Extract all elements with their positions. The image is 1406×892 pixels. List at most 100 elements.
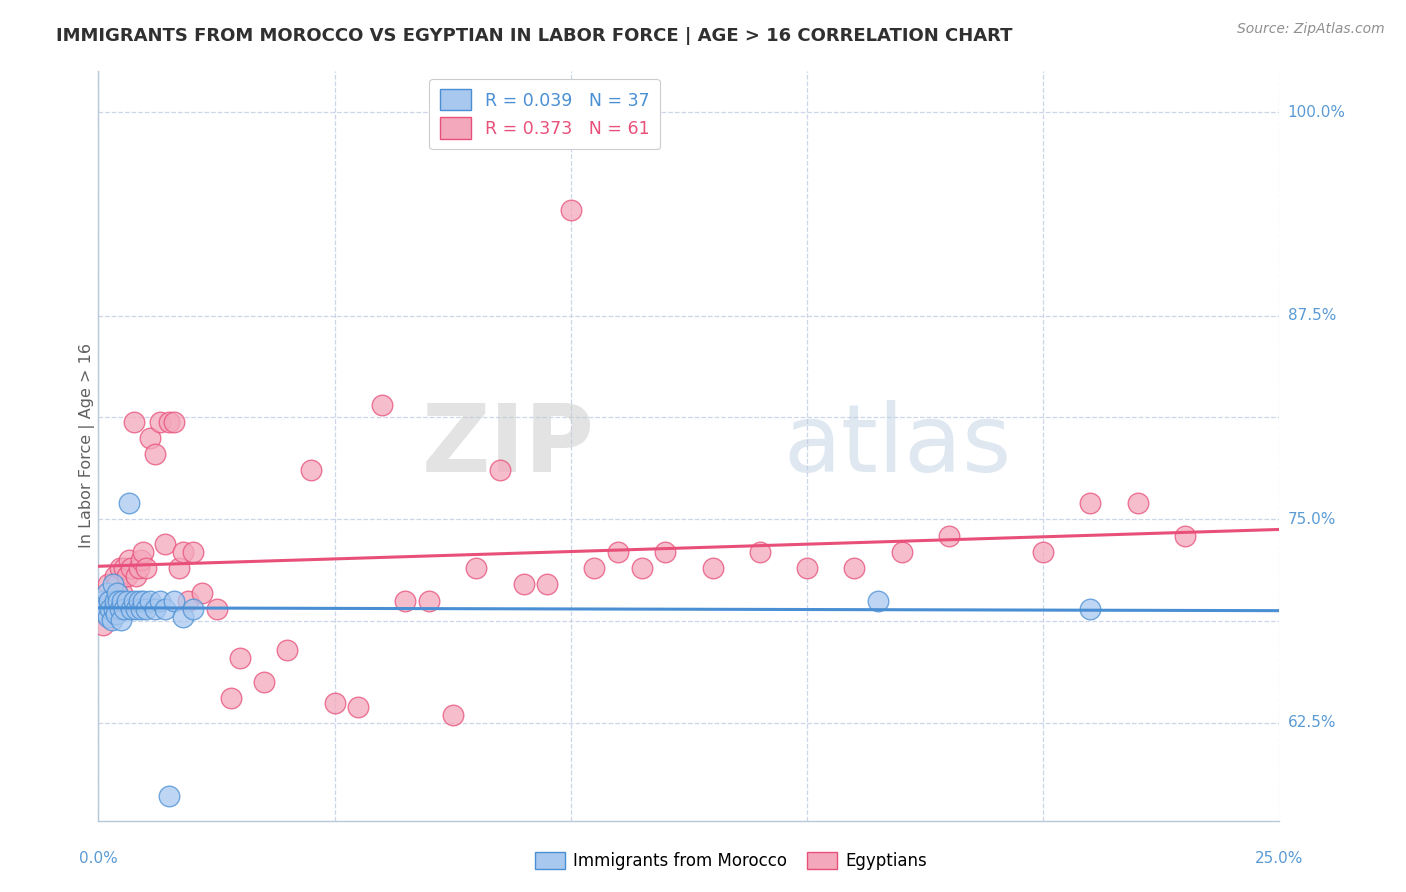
Point [122, 415, 145, 429]
Point [181, 602, 204, 616]
Point [702, 561, 724, 575]
Point [97, 610, 120, 624]
Point [125, 569, 148, 583]
Point [323, 697, 346, 711]
Point [122, 593, 145, 607]
Point [347, 699, 370, 714]
Point [104, 593, 127, 607]
Point [98, 593, 121, 607]
Legend: Immigrants from Morocco, Egyptians: Immigrants from Morocco, Egyptians [529, 845, 934, 877]
Text: 75.0%: 75.0% [1288, 512, 1336, 527]
Point [441, 707, 464, 722]
Point [128, 593, 150, 607]
Point [97, 593, 120, 607]
Y-axis label: In Labor Force | Age > 16: In Labor Force | Age > 16 [79, 343, 96, 549]
Point [104, 569, 127, 583]
Text: IMMIGRANTS FROM MOROCCO VS EGYPTIAN IN LABOR FORCE | AGE > 16 CORRELATION CHART: IMMIGRANTS FROM MOROCCO VS EGYPTIAN IN L… [56, 27, 1012, 45]
Point [135, 602, 157, 616]
Point [181, 545, 204, 559]
Point [219, 691, 242, 706]
Point [630, 561, 652, 575]
Point [118, 496, 141, 510]
Point [191, 585, 214, 599]
Point [121, 561, 143, 575]
Point [143, 447, 166, 461]
Point [101, 593, 124, 607]
Point [149, 593, 172, 607]
Point [115, 593, 138, 607]
Point [94, 607, 117, 621]
Point [371, 398, 394, 412]
Point [607, 545, 630, 559]
Point [96, 585, 118, 599]
Point [107, 593, 129, 607]
Text: Source: ZipAtlas.com: Source: ZipAtlas.com [1237, 22, 1385, 37]
Point [91, 618, 114, 632]
Point [105, 577, 128, 591]
Point [1174, 528, 1197, 542]
Point [128, 561, 150, 575]
Point [560, 202, 582, 217]
Point [172, 545, 194, 559]
Point [103, 602, 125, 616]
Point [135, 561, 157, 575]
Point [536, 577, 558, 591]
Text: ZIP: ZIP [422, 400, 595, 492]
Point [129, 553, 152, 567]
Point [276, 642, 298, 657]
Point [167, 561, 190, 575]
Point [1080, 496, 1102, 510]
Point [153, 537, 176, 551]
Point [97, 577, 120, 591]
Point [111, 585, 134, 599]
Point [299, 463, 322, 477]
Point [177, 593, 200, 607]
Point [94, 602, 117, 616]
Text: 87.5%: 87.5% [1288, 309, 1336, 323]
Point [163, 593, 186, 607]
Text: 62.5%: 62.5% [1288, 715, 1336, 731]
Point [112, 561, 135, 575]
Point [121, 602, 143, 616]
Point [111, 593, 134, 607]
Point [229, 650, 252, 665]
Point [163, 415, 186, 429]
Text: 100.0%: 100.0% [1288, 104, 1346, 120]
Point [118, 553, 141, 567]
Point [139, 431, 162, 445]
Point [105, 607, 128, 621]
Point [98, 602, 121, 616]
Point [91, 593, 114, 607]
Point [1080, 602, 1102, 616]
Point [153, 602, 176, 616]
Point [890, 545, 912, 559]
Legend: R = 0.039   N = 37, R = 0.373   N = 61: R = 0.039 N = 37, R = 0.373 N = 61 [429, 78, 659, 149]
Point [132, 593, 155, 607]
Point [748, 545, 770, 559]
Point [654, 545, 676, 559]
Point [844, 561, 866, 575]
Point [100, 613, 122, 627]
Point [253, 675, 276, 690]
Point [796, 561, 818, 575]
Point [105, 585, 128, 599]
Point [394, 593, 416, 607]
Point [1032, 545, 1054, 559]
Point [139, 593, 162, 607]
Text: atlas: atlas [783, 400, 1012, 492]
Text: 0.0%: 0.0% [79, 851, 118, 866]
Point [129, 602, 152, 616]
Point [93, 602, 115, 616]
Point [125, 602, 148, 616]
Point [938, 528, 960, 542]
Point [149, 415, 172, 429]
Point [583, 561, 606, 575]
Point [1126, 496, 1149, 510]
Point [205, 602, 228, 616]
Point [108, 561, 131, 575]
Point [143, 602, 166, 616]
Point [115, 569, 138, 583]
Point [465, 561, 488, 575]
Point [172, 610, 194, 624]
Point [112, 602, 135, 616]
